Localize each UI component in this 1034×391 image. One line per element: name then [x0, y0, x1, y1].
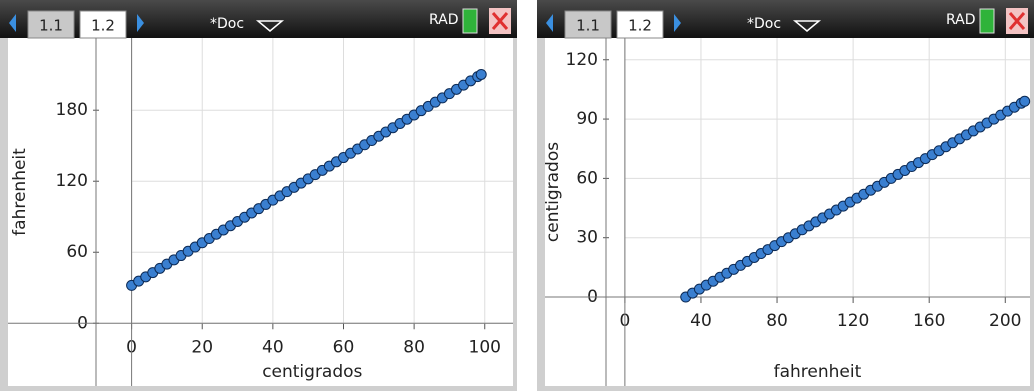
tab-left-arrow: [546, 14, 553, 32]
x-tick-label: 100: [469, 337, 501, 357]
x-tick-label: 120: [837, 311, 869, 331]
x-tick-label: 80: [766, 311, 788, 331]
tab-label: 1.2: [628, 17, 652, 35]
tab-label: 1.1: [39, 17, 63, 35]
doc-menu-arrow[interactable]: [792, 20, 822, 32]
tab[interactable]: [616, 10, 664, 39]
y-axis-label: centigrados: [543, 142, 563, 242]
tab-label: 1.2: [91, 17, 115, 35]
point: [1019, 95, 1031, 107]
y-tick-label: 60: [576, 168, 598, 188]
x-tick-label: 20: [191, 337, 213, 357]
tab-left-arrow: [9, 14, 16, 32]
y-tick-label: 90: [576, 109, 598, 129]
doc-name: *Doc: [747, 16, 781, 32]
x-tick-label: 40: [262, 337, 284, 357]
tab-right-arrow: [137, 14, 144, 32]
close-x: [491, 12, 509, 30]
mode-label: RAD: [429, 12, 459, 28]
tab-right-arrow: [674, 14, 681, 32]
y-tick-label: 120: [56, 171, 88, 191]
x-axis-label: fahrenheit: [774, 362, 862, 382]
y-tick-label: 30: [576, 228, 598, 248]
tab[interactable]: [79, 10, 127, 39]
battery-icon: [979, 8, 995, 34]
x-tick-label: 80: [403, 337, 425, 357]
tab-label: 1.1: [576, 17, 600, 35]
battery-icon: [462, 8, 478, 34]
point: [475, 68, 487, 80]
plot-area: [545, 38, 1030, 386]
x-tick-label: 200: [989, 311, 1021, 331]
mode-label: RAD: [946, 12, 976, 28]
y-tick-label: 60: [66, 242, 88, 262]
tab[interactable]: [27, 10, 75, 39]
doc-name: *Doc: [210, 16, 244, 32]
y-tick-label: 180: [56, 100, 88, 120]
doc-menu-arrow[interactable]: [255, 20, 285, 32]
x-tick-label: 40: [690, 311, 712, 331]
close-x: [1008, 12, 1026, 30]
y-axis-label: fahrenheit: [10, 148, 30, 236]
x-tick-label: 60: [333, 337, 355, 357]
x-tick-label: 160: [913, 311, 945, 331]
x-axis-label: centigrados: [262, 362, 362, 382]
tab[interactable]: [564, 10, 612, 39]
y-tick-label: 120: [566, 50, 598, 70]
